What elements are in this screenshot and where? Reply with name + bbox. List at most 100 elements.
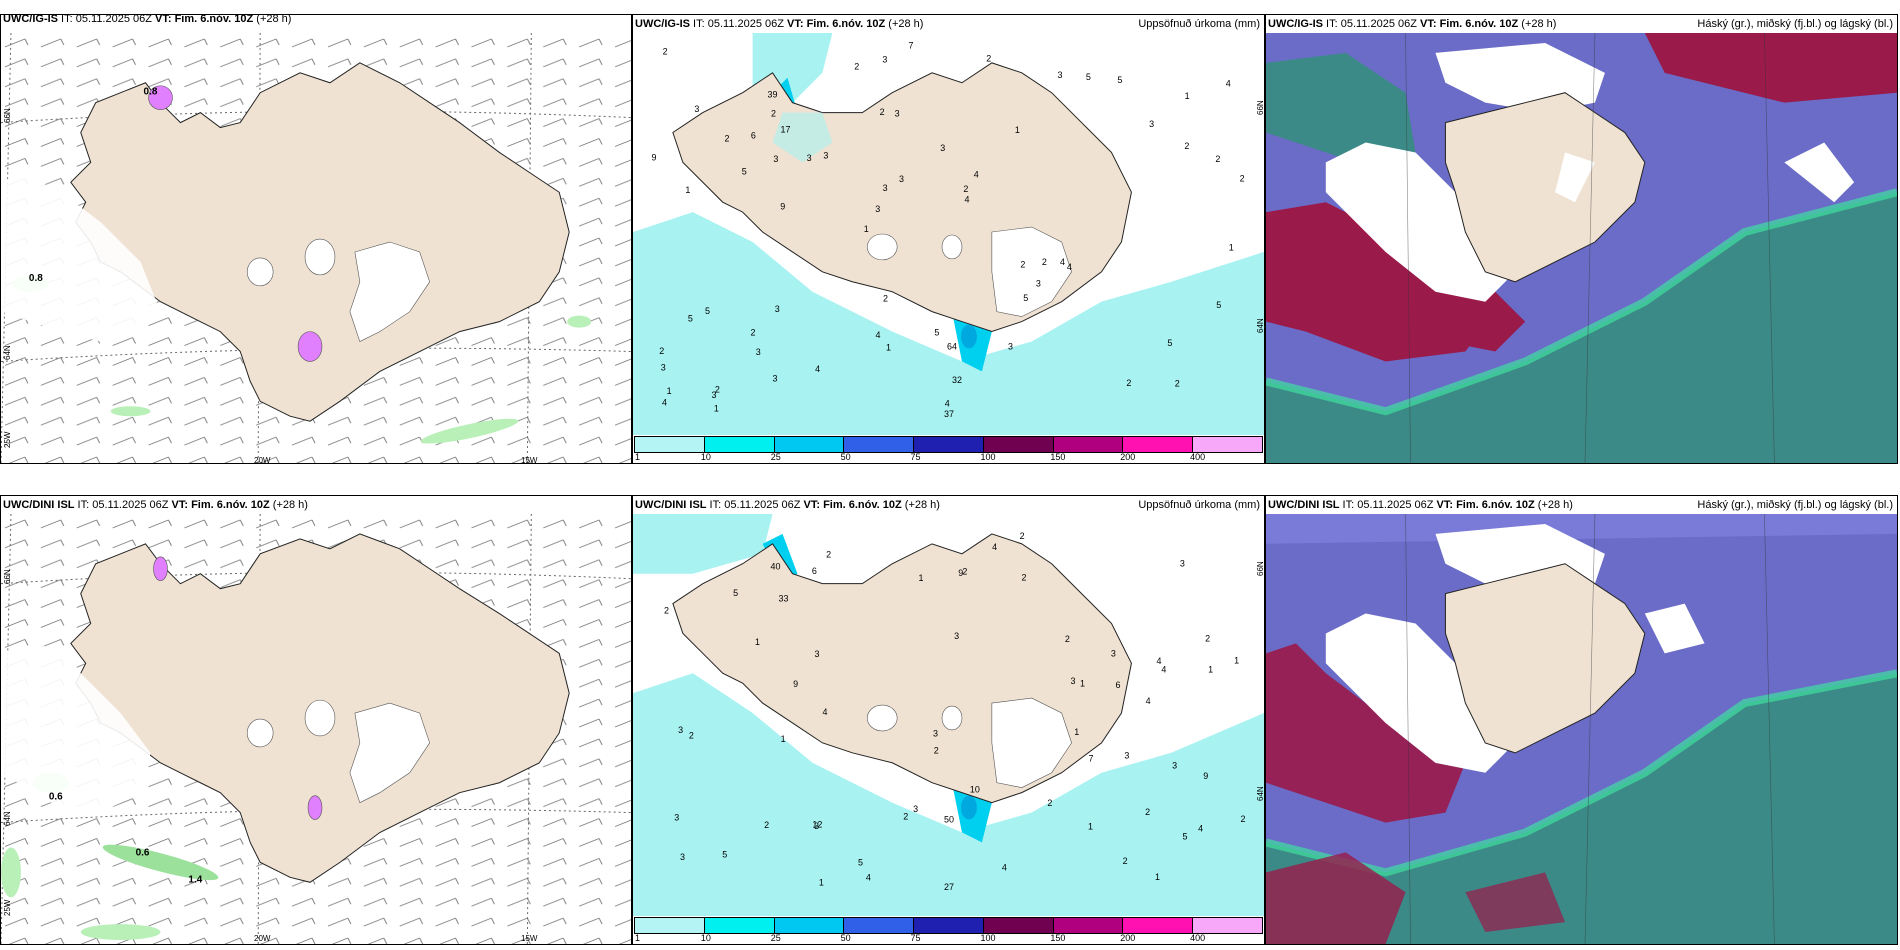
- station-values: 2111122353333443322234323325443553221145…: [651, 41, 1244, 414]
- station-value: 3: [678, 725, 683, 735]
- station-value: 2: [934, 746, 939, 756]
- station-value: 3: [1111, 648, 1116, 658]
- station-value: 4: [662, 397, 667, 407]
- station-value: 4: [1198, 823, 1203, 833]
- station-value: 1: [685, 185, 690, 195]
- station-value: 3: [1036, 278, 1041, 288]
- station-value: 1: [864, 224, 869, 234]
- map-canvas-wind-top: 0.8 0.8: [1, 33, 631, 463]
- station-value: 1: [1234, 655, 1239, 665]
- station-value: 2: [1042, 257, 1047, 267]
- peak-label: 37: [944, 409, 954, 419]
- colorbar-swatch: [1123, 437, 1194, 452]
- station-value: 3: [815, 649, 820, 659]
- station-value: 3: [775, 304, 780, 314]
- station-value: 3: [875, 204, 880, 214]
- cloud-map: [1266, 33, 1897, 463]
- station-value: 2: [986, 53, 991, 63]
- colorbar-swatch: [844, 437, 915, 452]
- panel-bottom-precip: UWC/DINI ISL IT: 05.11.2025 06Z VT: Fim.…: [632, 495, 1265, 945]
- panel-title: UWC/IG-IS IT: 05.11.2025 06Z VT: Fim. 6.…: [3, 14, 292, 25]
- panel-title: UWC/IG-IS IT: 05.11.2025 06Z VT: Fim. 6.…: [635, 18, 924, 30]
- station-value: 7: [1089, 753, 1094, 763]
- station-value: 2: [1215, 154, 1220, 164]
- panel-title: UWC/IG-IS IT: 05.11.2025 06Z VT: Fim. 6.…: [1268, 18, 1557, 30]
- value-label: 0.8: [144, 87, 158, 98]
- station-value: 3: [807, 153, 812, 163]
- lon-label: 20W: [254, 456, 271, 464]
- station-value: 3: [883, 183, 888, 193]
- colorbar-swatch: [774, 918, 845, 933]
- colorbar-label: 1: [635, 452, 641, 462]
- station-value: 5: [858, 858, 863, 868]
- peak-label: 40: [771, 562, 781, 572]
- colorbar-swatch: [704, 918, 775, 933]
- station-value: 2: [854, 62, 859, 72]
- station-value: 3: [1180, 559, 1185, 569]
- station-value: 2: [883, 294, 888, 304]
- station-value: 5: [1167, 338, 1172, 348]
- station-value: 3: [954, 631, 959, 641]
- station-value: 5: [705, 306, 710, 316]
- station-value: 3: [694, 104, 699, 114]
- station-value: 1: [819, 877, 824, 887]
- station-value: 4: [992, 542, 997, 552]
- lat-label: 64N: [3, 345, 12, 360]
- station-value: 2: [903, 811, 908, 821]
- peak-label: 50: [944, 814, 954, 824]
- peak-label: 39: [768, 90, 778, 100]
- station-value: 2: [1047, 798, 1052, 808]
- panel-title: UWC/DINI ISL IT: 05.11.2025 06Z VT: Fim.…: [1268, 499, 1573, 511]
- colorbar-label: 75: [910, 452, 921, 462]
- station-value: 4: [1067, 262, 1072, 272]
- panel-top-clouds: UWC/IG-IS IT: 05.11.2025 06Z VT: Fim. 6.…: [1265, 14, 1898, 464]
- value-label: 1.4: [188, 874, 202, 885]
- station-value: 1: [755, 637, 760, 647]
- station-value: 4: [1060, 257, 1065, 267]
- station-value: 9: [958, 568, 963, 578]
- station-value: 1: [1074, 727, 1079, 737]
- station-value: 1: [1080, 678, 1085, 688]
- station-value: 6: [812, 566, 817, 576]
- station-value: 6: [751, 130, 756, 140]
- station-value: 5: [722, 849, 727, 859]
- station-value: 2: [1065, 634, 1070, 644]
- colorbar-swatch: [635, 437, 705, 452]
- colorbar-label: 400: [1190, 452, 1206, 462]
- station-value: 2: [880, 107, 885, 117]
- colorbar-swatch: [635, 918, 705, 933]
- station-value: 4: [1002, 862, 1007, 872]
- colorbar-label: 75: [910, 933, 921, 943]
- station-value: 3: [773, 154, 778, 164]
- lon-label: 20W: [254, 934, 271, 943]
- station-value: 3: [1057, 70, 1062, 80]
- station-value: 2: [1020, 531, 1025, 541]
- lon-label: 25W: [3, 899, 12, 916]
- colorbar-swatch: [1193, 437, 1263, 452]
- station-value: 4: [1161, 665, 1166, 675]
- station-value: 1: [667, 386, 672, 396]
- station-value: 1: [1229, 243, 1234, 253]
- station-value: 3: [882, 55, 887, 65]
- station-value: 1: [781, 734, 786, 744]
- panel-top-wind: UWC/IG-IS IT: 05.11.2025 06Z VT: Fim. 6.…: [0, 14, 632, 464]
- station-value: 4: [822, 707, 827, 717]
- station-value: 3: [895, 108, 900, 118]
- colorbar-label: 200: [1120, 933, 1136, 943]
- colorbar-label: 150: [1050, 452, 1066, 462]
- station-value: 4: [815, 364, 820, 374]
- station-value: 3: [661, 363, 666, 373]
- station-value: 3: [814, 821, 819, 831]
- peak-label: 64: [947, 341, 957, 351]
- station-value: 4: [1226, 78, 1231, 88]
- colorbar-swatch: [1053, 437, 1124, 452]
- station-value: 4: [866, 872, 871, 882]
- station-value: 2: [962, 567, 967, 577]
- station-value: 1: [1185, 91, 1190, 101]
- station-value: 4: [1156, 656, 1161, 666]
- panel-subtitle: Uppsöfnuð úrkoma (mm): [1138, 18, 1260, 30]
- station-value: 5: [742, 166, 747, 176]
- peak-label: 17: [781, 125, 791, 135]
- station-value: 2: [1021, 572, 1026, 582]
